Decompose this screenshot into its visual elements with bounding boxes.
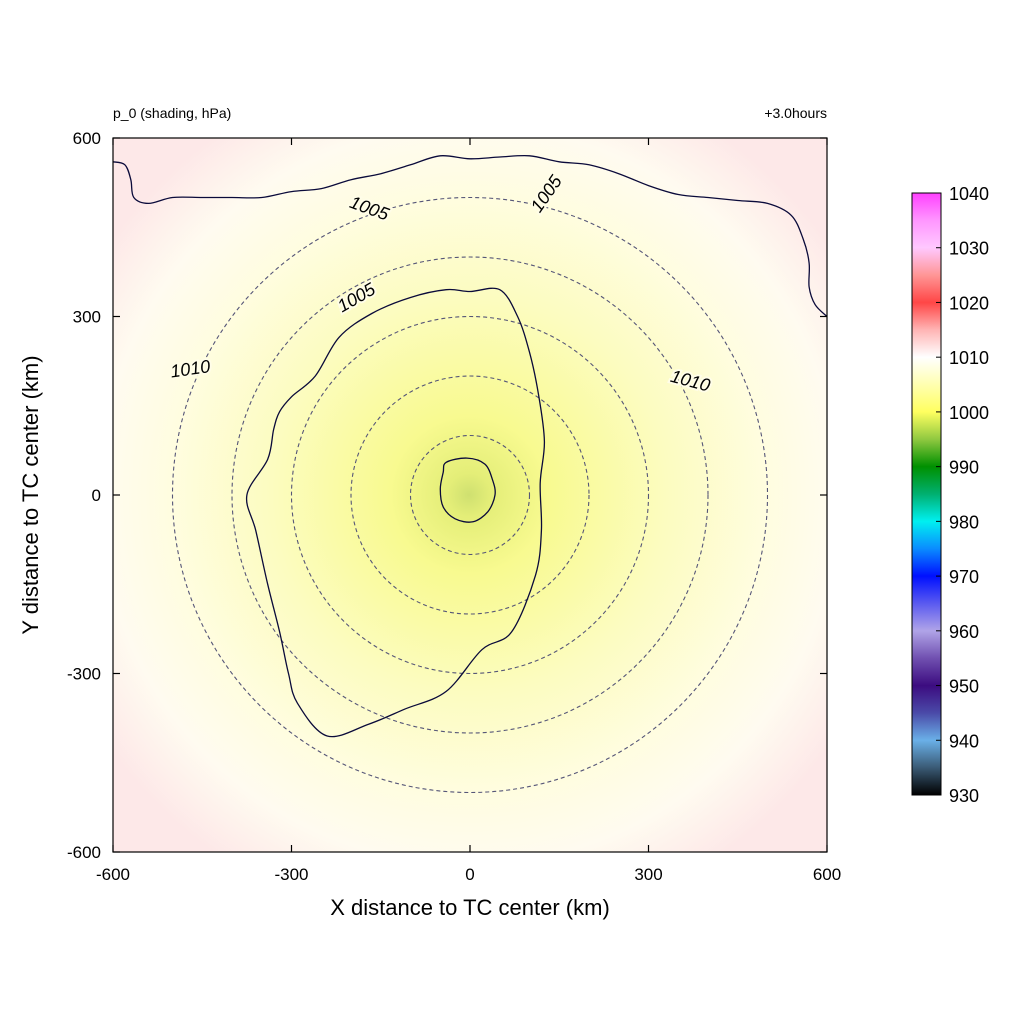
colorbar-tick-label-9: 1020 <box>949 293 989 313</box>
contour-1010 <box>113 154 827 317</box>
x-tick-label-1: -300 <box>274 865 308 884</box>
colorbar-tick-label-4: 970 <box>949 567 979 587</box>
colorbar-ticks: 930 940 950 960 970 980 990 1000 1010 1020 1030 104… <box>936 184 989 806</box>
colorbar-tick-label-7: 1000 <box>949 403 989 423</box>
colorbar: 930 940 950 960 970 980 990 1000 1010 1020 1030 104… <box>911 184 989 806</box>
colorbar-tick-label-3: 960 <box>949 622 979 642</box>
colorbar-tick-label-6: 990 <box>949 458 979 478</box>
colorbar-bar <box>911 192 942 796</box>
x-tick-label-0: -600 <box>96 865 130 884</box>
colorbar-tick-label-8: 1010 <box>949 348 989 368</box>
range-ring-300km <box>290 315 650 675</box>
range-rings <box>171 196 769 794</box>
x-tick-label-2: 0 <box>465 865 474 884</box>
colorbar-tick-label-10: 1030 <box>949 239 989 259</box>
y-tick-label-2: 0 <box>92 486 101 505</box>
axis-ticks: -600 -300 0 300 600 -600 -300 0 300 600 <box>67 129 841 884</box>
range-ring-400km <box>231 256 709 734</box>
range-ring-500km <box>171 196 769 794</box>
y-axis-label: Y distance to TC center (km) <box>18 355 43 634</box>
contour-1005 <box>245 287 546 738</box>
chart-title-left: p_0 (shading, hPa) <box>113 105 231 121</box>
contour-1001 <box>439 457 496 523</box>
colorbar-tick-label-2: 950 <box>949 677 979 697</box>
range-ring-100km <box>409 434 531 556</box>
range-ring-200km <box>350 375 590 615</box>
y-tick-label-0: -600 <box>67 843 101 862</box>
chart-title-right: +3.0hours <box>764 105 827 121</box>
colorbar-tick-label-11: 1040 <box>949 184 989 204</box>
y-tick-label-4: 600 <box>73 129 101 148</box>
contour-lines <box>113 154 827 738</box>
pressure-field <box>113 138 827 852</box>
y-tick-label-3: 300 <box>73 308 101 327</box>
y-tick-label-1: -300 <box>67 665 101 684</box>
x-tick-label-3: 300 <box>634 865 662 884</box>
x-axis-label: X distance to TC center (km) <box>330 895 610 920</box>
colorbar-tick-label-5: 980 <box>949 512 979 532</box>
colorbar-tick-label-0: 930 <box>949 786 979 806</box>
colorbar-tick-label-1: 940 <box>949 731 979 751</box>
x-tick-label-4: 600 <box>813 865 841 884</box>
